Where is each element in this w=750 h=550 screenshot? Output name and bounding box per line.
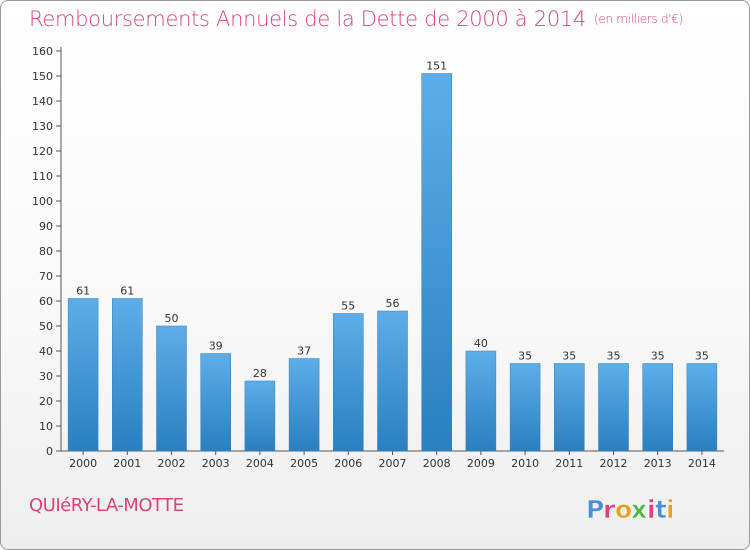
- bar-value-label: 151: [426, 60, 447, 73]
- commune-name: QUIéRY-LA-MOTTE: [29, 495, 184, 516]
- y-tick-label: 0: [46, 445, 53, 458]
- x-tick-label: 2002: [158, 457, 186, 470]
- logo-letter: x: [631, 495, 647, 524]
- y-tick-label: 110: [32, 170, 53, 183]
- bar-value-label: 61: [120, 285, 134, 298]
- y-tick-label: 130: [32, 120, 53, 133]
- bar: [686, 363, 718, 452]
- x-tick-label: 2009: [467, 457, 495, 470]
- bar-value-label: 61: [76, 285, 90, 298]
- bar: [598, 363, 629, 452]
- bar-value-label: 55: [341, 300, 355, 313]
- bar-value-label: 35: [651, 350, 665, 363]
- bar: [156, 325, 187, 452]
- bar: [112, 298, 143, 452]
- y-axis: 0 10 20 30 40 50 60 70 80 90 100 110 120 130 140 150 160: [32, 45, 62, 458]
- bar-value-label: 35: [607, 350, 621, 363]
- y-tick-label: 70: [39, 270, 53, 283]
- bar-value-label: 35: [518, 350, 532, 363]
- y-tick-label: 150: [32, 70, 53, 83]
- bar-value-label: 35: [695, 350, 709, 363]
- y-tick-label: 100: [32, 195, 53, 208]
- bar: [377, 310, 408, 452]
- bar-value-label: 56: [386, 297, 400, 310]
- logo-letter: r: [603, 495, 616, 524]
- x-tick-label: 2000: [69, 457, 97, 470]
- x-tick-label: 2008: [423, 457, 451, 470]
- x-axis: 2000 2001 2002 2003 2004 2005 2006 2007 2008 2009…: [61, 450, 724, 470]
- y-tick-label: 80: [39, 245, 53, 258]
- logo-letter: P: [586, 495, 604, 524]
- bar: [642, 363, 673, 452]
- bar-value-label: 37: [297, 345, 311, 358]
- bar: [421, 73, 452, 452]
- y-tick-label: 20: [39, 395, 53, 408]
- logo-letter: i: [666, 495, 675, 524]
- bar: [67, 298, 99, 452]
- y-tick-label: 50: [39, 320, 53, 333]
- bar-value-label: 50: [165, 312, 179, 325]
- y-tick-label: 60: [39, 295, 53, 308]
- bar-value-label: 28: [253, 367, 267, 380]
- x-tick-label: 2005: [290, 457, 318, 470]
- y-tick-label: 160: [32, 45, 53, 58]
- y-tick-label: 90: [39, 220, 53, 233]
- proxiti-logo: Pr ox i t i: [586, 495, 675, 525]
- x-tick-label: 2013: [644, 457, 672, 470]
- x-tick-label: 2012: [600, 457, 628, 470]
- y-tick-label: 140: [32, 95, 53, 108]
- x-tick-label: 2011: [555, 457, 583, 470]
- bar: [333, 313, 364, 452]
- y-tick-label: 30: [39, 370, 53, 383]
- y-tick-label: 10: [39, 420, 53, 433]
- chart-unit: (en milliers d'€): [594, 12, 684, 26]
- bar-chart: 0 10 20 30 40 50 60 70 80 90 100 110 120 130 140 150 160…: [32, 45, 724, 470]
- bar-value-label: 40: [474, 337, 488, 350]
- y-tick-label: 120: [32, 145, 53, 158]
- x-tick-label: 2003: [202, 457, 230, 470]
- bar: [554, 363, 585, 452]
- logo-letter: i: [647, 495, 656, 524]
- x-tick-label: 2010: [511, 457, 539, 470]
- bars: 61 61 50 39 28 37 55 56 151 40 35 35 35 35 35: [67, 60, 718, 452]
- x-tick-label: 2004: [246, 457, 274, 470]
- logo-letters: Pr ox i t i: [586, 495, 675, 525]
- x-tick-label: 2001: [113, 457, 141, 470]
- logo-letter: t: [655, 495, 667, 524]
- y-tick-label: 40: [39, 345, 53, 358]
- x-tick-label: 2014: [688, 457, 716, 470]
- logo-letter: o: [615, 495, 632, 524]
- bar: [200, 353, 231, 452]
- bar-value-label: 35: [562, 350, 576, 363]
- bar: [244, 380, 276, 452]
- bar: [465, 350, 497, 452]
- chart-title-text: Remboursements Annuels de la Dette de 20…: [29, 7, 586, 31]
- bar: [288, 358, 320, 452]
- bar-value-label: 39: [209, 340, 223, 353]
- x-tick-label: 2007: [379, 457, 407, 470]
- x-tick-label: 2006: [334, 457, 362, 470]
- chart-title: Remboursements Annuels de la Dette de 20…: [29, 7, 683, 31]
- bar: [509, 363, 541, 452]
